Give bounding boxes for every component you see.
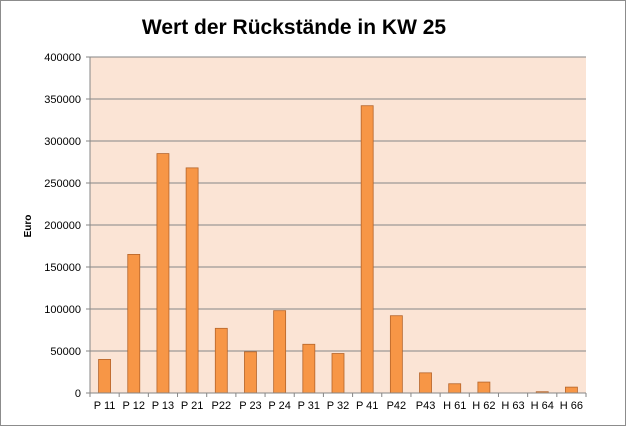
y-tick-label: 100000: [44, 304, 81, 316]
x-tick-label: P22: [212, 400, 232, 412]
bar-p11: [98, 358, 111, 394]
x-tick-label: H 64: [531, 400, 554, 412]
bar-h62: [477, 381, 491, 394]
y-tick-label: 200000: [44, 220, 81, 232]
bar-h61: [448, 383, 462, 394]
gridlines: [90, 56, 586, 352]
bar-p31: [302, 343, 316, 394]
bar-h66: [565, 386, 578, 394]
y-axis-label: Euro: [23, 215, 34, 238]
x-tick-label: P 21: [181, 400, 203, 412]
chart-title: Wert der Rückstände in KW 25: [142, 16, 447, 39]
x-tick-label: P43: [416, 400, 436, 412]
bar-p41: [360, 105, 374, 394]
x-tick-label: P 24: [268, 400, 290, 412]
bar-p24: [273, 310, 287, 394]
x-tick-label: P 41: [356, 400, 378, 412]
bar-p23: [244, 351, 257, 394]
y-tick-label: 350000: [44, 94, 81, 106]
y-tick-label: 50000: [50, 346, 81, 358]
y-tick-label: 150000: [44, 262, 81, 274]
bar-p42: [389, 315, 403, 394]
x-axis-ticks: P 11 P 12 P 13 P 21 P22 P 23 P 24 P 31 P 32 P 41 P…: [89, 393, 587, 412]
x-tick-label: P 31: [298, 400, 320, 412]
x-tick-label: H 66: [560, 400, 583, 412]
bar-p12: [127, 253, 141, 394]
bars: [98, 105, 578, 394]
y-tick-label: 300000: [44, 136, 81, 148]
x-tick-label: H 62: [472, 400, 495, 412]
bar-p21: [185, 167, 199, 394]
bar-p13: [156, 153, 170, 394]
x-tick-label: P 32: [327, 400, 349, 412]
x-tick-label: H 61: [443, 400, 466, 412]
x-tick-label: P 23: [239, 400, 261, 412]
y-tick-label: 0: [75, 388, 81, 400]
x-tick-label: P 11: [94, 400, 116, 412]
x-tick-label: P 12: [123, 400, 145, 412]
x-tick-label: P 13: [152, 400, 174, 412]
y-tick-label: 250000: [44, 178, 81, 190]
bar-p43: [419, 372, 432, 394]
x-tick-label: P42: [387, 400, 407, 412]
bar-p22: [214, 327, 228, 394]
bar-p32: [331, 353, 345, 394]
y-tick-label: 400000: [44, 52, 81, 64]
y-axis-ticks: 0 50000 100000 150000 200000 250000 300000 3500…: [44, 52, 90, 400]
x-tick-label: H 63: [501, 400, 524, 412]
